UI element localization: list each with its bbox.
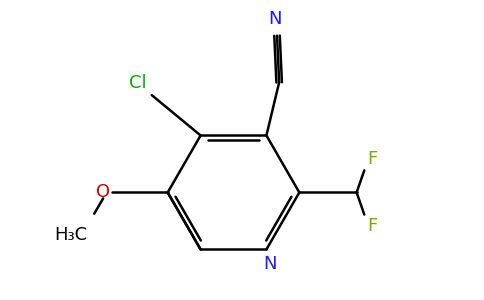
Text: N: N (263, 255, 276, 273)
Text: O: O (96, 184, 110, 202)
Text: Cl: Cl (129, 74, 147, 92)
Text: N: N (268, 10, 282, 28)
Text: F: F (368, 150, 378, 168)
Text: F: F (368, 217, 378, 235)
Text: H₃C: H₃C (54, 226, 87, 244)
